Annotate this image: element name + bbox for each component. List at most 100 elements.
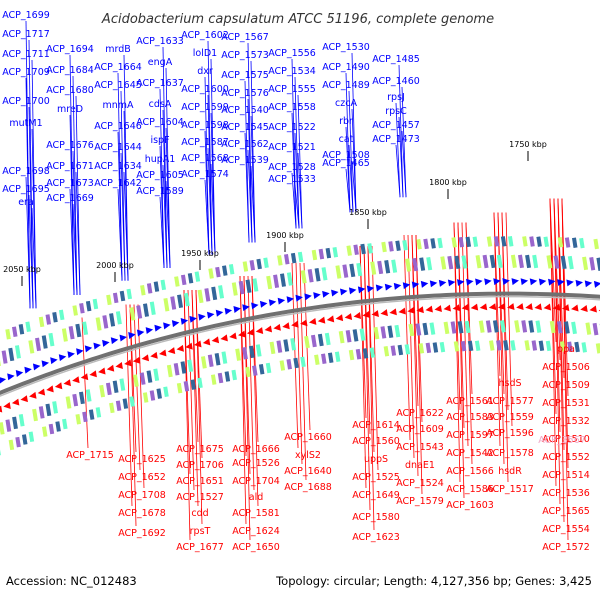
- forward-gene-arrow: [593, 280, 600, 288]
- reverse-gene-label: ACP_1543: [396, 442, 444, 453]
- forward-gene-label: era: [18, 197, 34, 208]
- forward-leader-line: [345, 126, 351, 213]
- cog-block-outer2: [228, 263, 235, 275]
- cog-block-outer: [61, 328, 68, 342]
- cog-block-inner: [269, 341, 276, 355]
- reverse-gene-arrow: [398, 307, 406, 315]
- forward-leader-line: [25, 77, 31, 309]
- forward-gene-label: ACP_1671: [46, 161, 94, 172]
- forward-gene-arrow: [466, 278, 474, 286]
- forward-leader-line: [117, 131, 123, 281]
- cog-block-inner2: [531, 340, 538, 351]
- tick-label: 2050 kbp: [3, 265, 41, 274]
- cog-block-outer2: [146, 283, 153, 294]
- cog-block-inner2: [8, 439, 15, 451]
- cog-block-inner2: [176, 382, 183, 394]
- forward-leader-line: [247, 149, 253, 243]
- reverse-gene-label: ACP_1688: [284, 482, 332, 493]
- forward-leader-line: [159, 145, 165, 269]
- cog-block-outer2: [579, 237, 585, 249]
- reverse-gene-arrow: [194, 340, 202, 348]
- reverse-gene-label: ACP_1531: [542, 398, 590, 409]
- cog-block-inner2: [467, 340, 474, 352]
- cog-block-outer2: [215, 266, 221, 278]
- forward-gene-arrow: [7, 373, 15, 381]
- cog-block-inner: [464, 320, 471, 334]
- cog-block-outer2: [174, 276, 180, 287]
- cog-block-outer: [95, 317, 102, 331]
- cog-block-inner: [394, 324, 401, 338]
- reverse-gene-arrow: [29, 391, 37, 399]
- cog-block-outer: [1, 350, 8, 364]
- cog-block-outer2: [85, 300, 92, 312]
- forward-gene-label: ACP_1684: [46, 65, 94, 76]
- reverse-leader-line: [367, 245, 375, 531]
- cog-block-inner2: [348, 349, 355, 361]
- cog-block-inner: [310, 334, 317, 348]
- forward-gene-label: ACP_1558: [268, 102, 316, 113]
- reverse-gene-arrow: [326, 315, 335, 323]
- forward-gene-arrow: [224, 307, 233, 315]
- cog-block-inner2: [390, 345, 397, 356]
- forward-gene-arrow: [110, 337, 119, 345]
- reverse-gene-arrow: [106, 364, 115, 372]
- cog-block-inner2: [252, 365, 258, 376]
- cog-block-outer: [35, 337, 42, 352]
- forward-gene-label: ACP_1457: [372, 120, 420, 131]
- forward-leader-line: [204, 130, 210, 255]
- forward-leader-line: [348, 90, 354, 213]
- forward-gene-label: ACP_1534: [268, 66, 316, 77]
- cog-block-inner: [276, 340, 283, 353]
- forward-gene-arrow: [348, 287, 357, 295]
- forward-gene-arrow: [456, 279, 465, 287]
- reverse-gene-arrow: [185, 342, 193, 350]
- forward-gene-arrow: [484, 278, 492, 286]
- reverse-gene-arrow: [238, 330, 246, 338]
- forward-leader-line: [28, 194, 34, 309]
- reverse-gene-arrow: [63, 379, 71, 387]
- forward-leader-line: [28, 106, 34, 309]
- forward-leader-line: [244, 132, 250, 243]
- forward-gene-arrow: [493, 278, 501, 286]
- cog-block-inner2: [129, 396, 135, 407]
- reverse-gene-label: ACP_1622: [396, 408, 444, 419]
- forward-gene-label: ACP_1700: [2, 96, 50, 107]
- forward-gene-arrow: [84, 345, 93, 353]
- forward-leader-line: [165, 180, 171, 269]
- reverse-gene-label: ACP_1524: [396, 478, 444, 489]
- forward-gene-arrow: [180, 317, 189, 325]
- reverse-gene-arrow: [0, 405, 3, 413]
- cog-block-outer: [115, 311, 122, 325]
- reverse-gene-label: ACP_1560: [352, 436, 400, 447]
- reverse-gene-labels: ppa ACP_1506 ACP_1509 ACP_1531 ACP_1532 ACP_1…: [66, 344, 590, 553]
- reverse-gene-label: ACP_1650: [232, 542, 280, 553]
- cog-block-inner2: [545, 340, 552, 352]
- forward-leader-line: [207, 147, 213, 255]
- reverse-gene-label: ACP_1514: [542, 470, 590, 481]
- cog-block-inner2: [300, 356, 306, 368]
- reverse-gene-arrow: [202, 338, 211, 346]
- cog-block-inner: [521, 320, 528, 333]
- reverse-gene-arrow: [507, 303, 515, 310]
- reverse-gene-arrow: [150, 351, 158, 359]
- forward-gene-label: ACP_1555: [268, 84, 316, 95]
- cog-block-inner: [450, 321, 457, 334]
- cog-block-outer2: [557, 236, 564, 248]
- forward-gene-arrow: [251, 302, 259, 310]
- cog-block-inner: [153, 368, 160, 381]
- reverse-gene-label: ACP_1625: [118, 454, 166, 465]
- cog-block-outer: [589, 257, 596, 271]
- reverse-gene-label: ACP_1527: [176, 492, 224, 503]
- forward-gene-arrow: [259, 300, 268, 308]
- forward-gene-label: ACP_1600: [181, 84, 229, 95]
- forward-gene-label: mutM1: [9, 118, 42, 129]
- cog-block-outer: [286, 272, 293, 286]
- cog-block-inner: [380, 326, 387, 339]
- forward-leader-line: [75, 171, 81, 296]
- reverse-gene-arrow: [11, 398, 20, 406]
- cog-block-inner: [180, 361, 187, 374]
- forward-gene-label: ACP_1604: [136, 117, 184, 128]
- reverse-gene-label: ACP_1509: [542, 380, 590, 391]
- forward-gene-label: mnmA: [102, 100, 134, 111]
- cog-block-outer: [440, 256, 447, 270]
